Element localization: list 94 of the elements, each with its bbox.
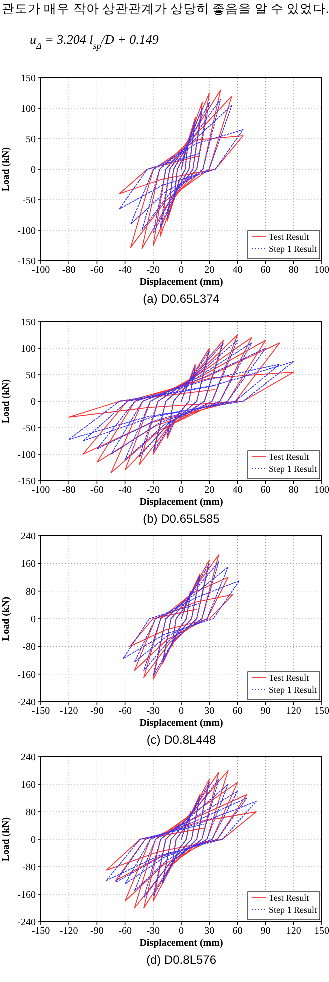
x-tick-label: 90 — [260, 706, 271, 717]
text: u$_{Δ}$ = 3.204 l$_{sp}$/D + 0.149 — [30, 32, 160, 51]
x-tick-label: -120 — [60, 706, 78, 717]
line-series — [119, 98, 244, 234]
y-tick-label: -160 — [18, 890, 36, 901]
x-tick-label: 80 — [288, 265, 299, 276]
x-tick-label: 20 — [204, 485, 215, 496]
x-tick-label: -90 — [90, 706, 104, 717]
y-tick-label: -160 — [18, 670, 36, 681]
y-tick-label: 150 — [21, 318, 36, 328]
y-tick-label: 0 — [31, 614, 36, 626]
line-series — [119, 90, 244, 250]
y-tick-label: -150 — [18, 476, 36, 488]
y-axis-title: Load (kN) — [1, 817, 12, 862]
y-tick-label: 150 — [21, 74, 36, 84]
x-tick-label: 60 — [232, 706, 243, 717]
legend-label: Test Result — [269, 452, 310, 462]
legend-label: Test Result — [269, 673, 310, 683]
x-tick-label: -20 — [146, 485, 160, 496]
x-tick-label: 120 — [286, 926, 302, 937]
y-tick-label: 80 — [26, 808, 36, 818]
y-tick-label: 100 — [21, 344, 36, 355]
x-tick-label: 0 — [179, 265, 184, 276]
y-tick-label: -50 — [22, 424, 36, 434]
y-axis-title: Load (kN) — [1, 596, 12, 642]
legend-label: Test Result — [269, 893, 310, 903]
x-tick-label: -60 — [90, 485, 104, 496]
line-series — [122, 561, 240, 677]
legend-label: Step 1 Result — [269, 905, 318, 915]
text: (b) D0.65L585 — [143, 512, 220, 526]
x-tick-label: 40 — [232, 265, 243, 276]
x-tick-label: 80 — [288, 485, 299, 496]
text: (d) D0.8L576 — [146, 953, 217, 967]
x-tick-label: -40 — [118, 265, 132, 276]
line-series — [130, 554, 234, 680]
y-tick-label: -80 — [22, 642, 36, 654]
x-tick-label: 40 — [232, 485, 243, 496]
x-tick-label: 0 — [179, 485, 184, 496]
y-tick-label: 100 — [21, 104, 36, 115]
x-tick-label: -60 — [90, 265, 104, 276]
x-axis-title: Displacement (mm) — [140, 938, 224, 949]
x-tick-label: -60 — [118, 926, 132, 937]
y-tick-label: 0 — [31, 397, 36, 408]
y-tick-label: -100 — [18, 450, 36, 461]
x-tick-label: -40 — [118, 485, 132, 496]
y-tick-label: 80 — [26, 586, 36, 598]
x-tick-label: 120 — [286, 706, 302, 717]
text: (c) D0.8L448 — [146, 733, 217, 747]
x-tick-label: 30 — [204, 926, 215, 937]
x-tick-label: -60 — [118, 706, 132, 717]
x-tick-label: 0 — [179, 926, 184, 937]
x-axis-title: Displacement (mm) — [140, 718, 224, 729]
x-tick-label: 60 — [232, 926, 243, 937]
x-tick-label: 60 — [260, 265, 271, 276]
x-tick-label: 90 — [260, 926, 271, 937]
x-tick-label: -20 — [146, 265, 160, 276]
y-tick-label: 160 — [21, 559, 36, 570]
x-tick-label: 20 — [204, 265, 215, 276]
y-tick-label: -100 — [18, 226, 36, 237]
x-tick-label: -80 — [62, 485, 76, 496]
y-tick-label: 240 — [21, 752, 36, 764]
x-tick-label: 150 — [314, 926, 329, 937]
x-tick-label: -120 — [60, 926, 78, 937]
y-tick-label: 50 — [26, 134, 36, 146]
text: (a) D0.65L374 — [143, 292, 220, 306]
x-tick-label: 0 — [179, 706, 184, 717]
y-tick-label: 0 — [31, 165, 36, 176]
x-tick-label: -30 — [146, 706, 160, 717]
legend-label: Step 1 Result — [269, 685, 318, 695]
y-tick-label: 0 — [31, 835, 36, 846]
y-tick-label: -80 — [22, 862, 36, 874]
x-axis-title: Displacement (mm) — [140, 497, 224, 508]
x-tick-label: -30 — [146, 926, 160, 937]
y-tick-label: 240 — [21, 532, 36, 542]
legend-label: Test Result — [269, 232, 310, 242]
x-tick-label: 60 — [260, 485, 271, 496]
y-tick-label: 50 — [26, 370, 36, 382]
y-axis-title: Load (kN) — [1, 147, 12, 192]
x-tick-label: 100 — [314, 265, 329, 276]
text: 관도가 매우 작아 상관관계가 상당히 좋음을 알 수 있었다. — [2, 2, 329, 16]
y-tick-label: -240 — [18, 918, 36, 928]
y-tick-label: -50 — [22, 196, 36, 206]
y-tick-label: -240 — [18, 698, 36, 708]
x-tick-label: -80 — [62, 265, 76, 276]
x-tick-label: 30 — [204, 706, 215, 717]
y-axis-title: Load (kN) — [1, 379, 12, 424]
x-tick-label: 100 — [314, 485, 329, 496]
x-tick-label: -90 — [90, 926, 104, 937]
x-tick-label: 150 — [314, 706, 329, 717]
legend-label: Step 1 Result — [269, 244, 318, 254]
x-axis-title: Displacement (mm) — [140, 277, 224, 288]
y-tick-label: -150 — [18, 256, 36, 268]
legend-label: Step 1 Result — [269, 464, 318, 474]
y-tick-label: 160 — [21, 780, 36, 791]
